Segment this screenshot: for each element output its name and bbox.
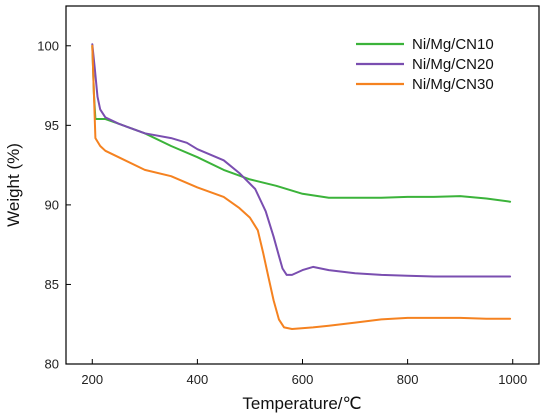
legend: Ni/Mg/CN10 Ni/Mg/CN20 Ni/Mg/CN30	[356, 36, 494, 93]
x-tick-label: 200	[81, 372, 103, 387]
x-tick-label: 600	[292, 372, 314, 387]
x-axis-title: Temperature/℃	[242, 394, 361, 413]
y-tick-label: 80	[45, 357, 59, 372]
y-tick-label: 85	[45, 277, 59, 292]
y-tick-label: 100	[37, 38, 59, 53]
legend-label-2: Ni/Mg/CN20	[412, 56, 494, 73]
legend-label-1: Ni/Mg/CN10	[412, 36, 494, 53]
y-tick-label: 90	[45, 197, 59, 212]
y-axis-title: Weight (%)	[4, 143, 23, 227]
y-tick-label: 95	[45, 118, 59, 133]
series-line-3	[91, 44, 512, 330]
series-line-1	[91, 44, 512, 203]
legend-label-3: Ni/Mg/CN30	[412, 76, 494, 93]
series-line-2	[91, 43, 512, 278]
x-tick-label: 1000	[498, 372, 527, 387]
series-layer	[91, 43, 512, 330]
tick-layer: 200 400 600 800 1000 80 85 90 95 100	[37, 38, 527, 387]
x-tick-label: 400	[187, 372, 209, 387]
x-tick-label: 800	[397, 372, 419, 387]
